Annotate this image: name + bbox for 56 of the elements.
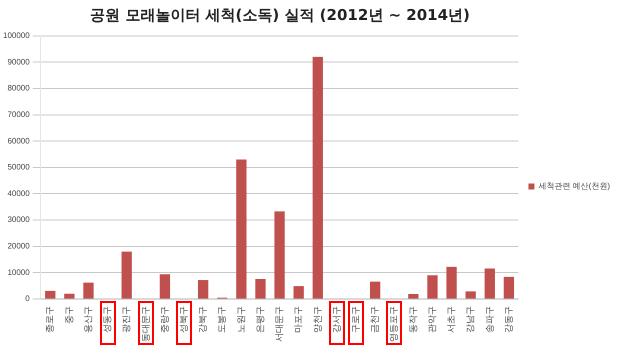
bar: [45, 290, 56, 298]
legend-label: 세척관련 예산(천원): [538, 182, 610, 191]
y-tick-label: 40000: [7, 188, 30, 198]
x-tick-label: 마포구: [293, 306, 304, 333]
y-tick-label: 20000: [7, 242, 30, 251]
x-tick-label: 강남구: [465, 306, 476, 333]
x-tick-label: 송파구: [484, 306, 494, 333]
bar: [64, 294, 75, 298]
x-tick-label: 관악구: [426, 306, 437, 333]
y-tick-label: 0: [25, 294, 30, 304]
bar: [160, 274, 170, 298]
y-tick-label: 100000: [2, 31, 30, 40]
x-tick-label: 동작구: [408, 306, 418, 333]
bar: [466, 291, 476, 298]
bar: [294, 286, 304, 298]
x-tick-label: 서대문구: [274, 306, 284, 342]
x-tick-label: 동대문구: [140, 306, 150, 342]
x-tick-label: 중랑구: [159, 306, 170, 333]
x-tick-label: 강북구: [198, 306, 208, 333]
x-tick-label: 용산구: [82, 306, 93, 333]
x-tick-label: 노원구: [236, 306, 246, 333]
bar: [198, 280, 208, 298]
x-tick-label: 중구: [64, 306, 74, 324]
y-tick-label: 50000: [7, 162, 30, 172]
y-tick-label: 90000: [7, 57, 30, 66]
bar: [484, 268, 495, 298]
x-tick-label: 영등포구: [388, 306, 399, 342]
bar: [312, 56, 323, 298]
bar: [83, 282, 94, 298]
y-tick-label: 70000: [7, 110, 30, 119]
bar: [427, 275, 438, 298]
bar: [236, 160, 247, 298]
x-tick-label: 성북구: [178, 306, 189, 333]
y-tick-label: 30000: [7, 215, 30, 224]
x-tick-label: 은평구: [254, 306, 265, 333]
y-tick-label: 10000: [7, 268, 30, 277]
x-tick-label: 서초구: [446, 306, 456, 333]
y-tick-label: 80000: [7, 84, 30, 93]
x-tick-label: 종로구: [44, 306, 55, 333]
bar: [122, 252, 132, 298]
x-tick-label: 도봉구: [216, 306, 227, 333]
chart-title: 공원 모래놀이터 세척(소독) 실적 (2012년 ~ 2014년): [89, 6, 471, 25]
x-tick-label: 양천구: [312, 306, 322, 333]
x-tick-label: 금천구: [370, 306, 380, 333]
bar: [370, 282, 380, 298]
bar: [446, 266, 457, 298]
bar: [255, 278, 266, 298]
x-tick-label: 구로구: [350, 306, 360, 333]
bar: [408, 294, 419, 298]
x-tick-label: 강서구: [331, 306, 342, 333]
bar: [504, 276, 514, 298]
bar: [274, 211, 285, 298]
x-tick-label: 성동구: [102, 306, 112, 333]
x-tick-label: 광진구: [121, 306, 132, 333]
y-tick-label: 60000: [7, 136, 30, 146]
x-tick-label: 강동구: [503, 306, 514, 333]
